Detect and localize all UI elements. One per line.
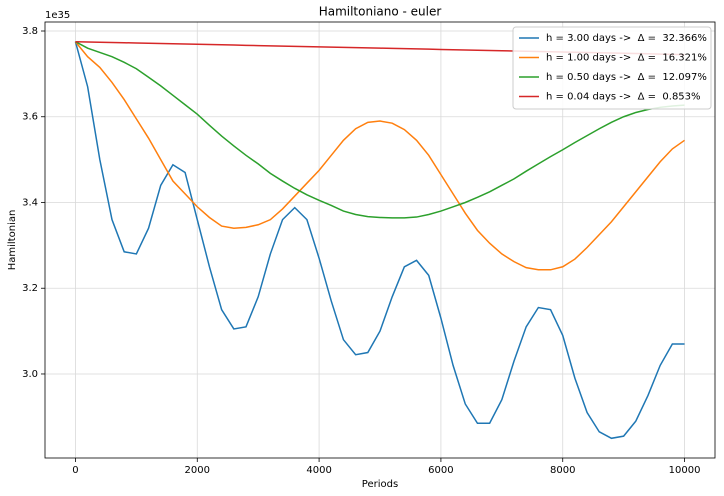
y-tick-label: 3.8 xyxy=(22,26,38,37)
chart-title: Hamiltoniano - euler xyxy=(319,5,442,19)
x-axis-label: Periods xyxy=(362,479,398,490)
plot-frame xyxy=(44,21,716,459)
series-line xyxy=(74,41,685,440)
legend-label: h = 0.04 days -> Δ = 0.853% xyxy=(546,92,701,103)
y-offset-label: 1e35 xyxy=(45,10,70,21)
y-tick-label: 3.2 xyxy=(22,283,38,294)
x-tick-label: 0 xyxy=(72,465,78,476)
y-tick-label: 3.4 xyxy=(22,197,38,208)
legend-label: h = 1.00 days -> Δ = 16.321% xyxy=(546,53,707,64)
y-axis-label: Hamiltonian xyxy=(7,210,18,271)
y-tick-label: 3.0 xyxy=(22,369,38,380)
y-tick-label: 3.6 xyxy=(22,112,38,123)
x-tick-label: 2000 xyxy=(185,465,210,476)
legend-label: h = 3.00 days -> Δ = 32.366% xyxy=(546,33,707,44)
series-line xyxy=(74,41,685,271)
x-tick-label: 6000 xyxy=(428,465,453,476)
legend-label: h = 0.50 days -> Δ = 12.097% xyxy=(546,72,707,83)
series-line xyxy=(75,41,685,219)
x-tick-label: 10000 xyxy=(669,465,701,476)
x-tick-label: 8000 xyxy=(550,465,575,476)
x-tick-label: 4000 xyxy=(306,465,331,476)
legend-box xyxy=(512,26,712,110)
